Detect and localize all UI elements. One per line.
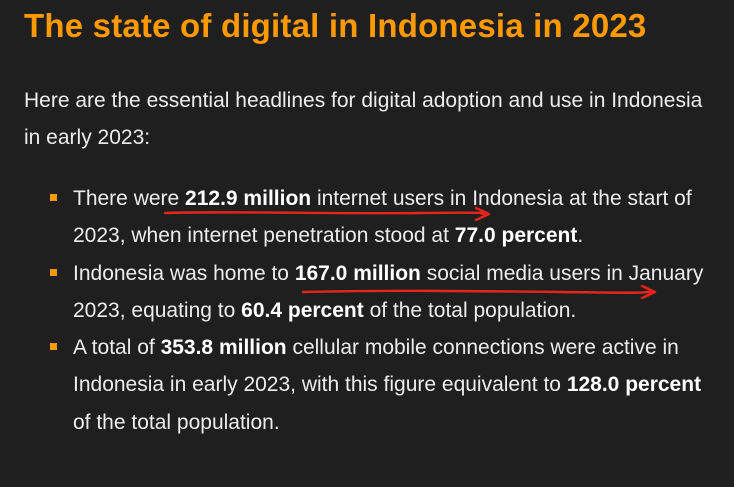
bullet-text: of the total population. bbox=[73, 410, 280, 434]
intro-paragraph: Here are the essential headlines for dig… bbox=[24, 89, 703, 149]
list-item: A total of 353.8 million cellular mobile… bbox=[50, 329, 716, 441]
bullet-square-icon bbox=[50, 343, 57, 351]
bullet-highlight: 212.9 million bbox=[185, 187, 312, 210]
bullet-text: social media users in January 2023, equa… bbox=[73, 261, 704, 322]
bullet-highlight: 77.0 percent bbox=[454, 224, 578, 248]
bullet-text: There were bbox=[73, 187, 186, 210]
bullet-text: internet users in Indonesia at the start… bbox=[73, 187, 692, 248]
bullet-highlight: 353.8 million bbox=[160, 336, 287, 360]
bullet-text: cellular mobile connections were active … bbox=[73, 336, 679, 397]
bullet-text: A total of bbox=[73, 336, 161, 360]
bullet-highlight: 167.0 million bbox=[294, 261, 421, 285]
bullet-text: . bbox=[577, 224, 584, 248]
bullet-square-icon bbox=[50, 268, 57, 276]
list-item: There were 212.9 million internet users … bbox=[50, 180, 716, 255]
bullet-text: Indonesia was home to bbox=[73, 261, 295, 285]
headline-list: There were 212.9 million internet users … bbox=[50, 180, 716, 441]
bullet-square-icon bbox=[50, 194, 57, 201]
bullet-text: of the total population. bbox=[363, 298, 577, 322]
list-item: Indonesia was home to 167.0 million soci… bbox=[50, 255, 716, 330]
page-title: The state of digital in Indonesia in 202… bbox=[24, 7, 647, 44]
bullet-highlight: 128.0 percent bbox=[566, 373, 702, 397]
bullet-highlight: 60.4 percent bbox=[241, 298, 364, 322]
